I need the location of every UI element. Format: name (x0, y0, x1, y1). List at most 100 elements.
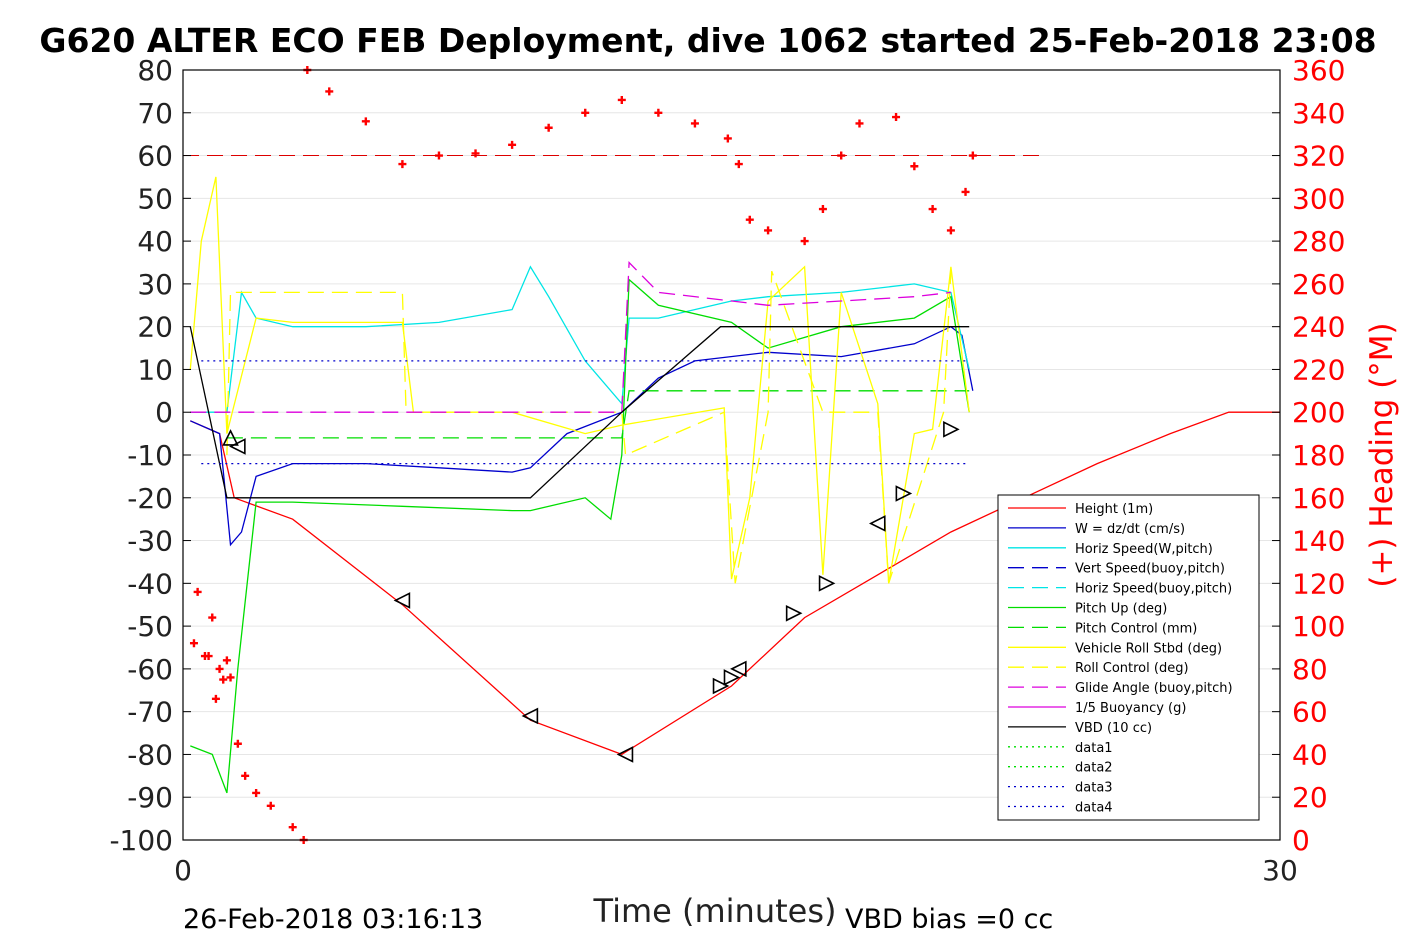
triangle-marker (229, 438, 246, 455)
heading-point (189, 639, 198, 648)
x-axis-label: Time (minutes) (593, 892, 837, 930)
right-tick-label: 40 (1292, 738, 1328, 771)
legend-label: Height (1m) (1075, 502, 1153, 517)
right-tick-label: 260 (1292, 268, 1345, 301)
right-tick-label: 60 (1292, 696, 1328, 729)
right-tick-label: 280 (1292, 225, 1345, 258)
right-tick-label: 120 (1292, 567, 1345, 600)
legend-label: Glide Angle (buoy,pitch) (1075, 681, 1233, 696)
legend-label: data3 (1075, 781, 1113, 796)
right-axis-label: (+) Heading (°M) (1364, 322, 1400, 587)
heading-point (398, 160, 407, 169)
legend-label: Pitch Control (mm) (1075, 621, 1197, 636)
legend: Height (1m) W = dz/dt (cm/s) Horiz Speed(W… (997, 494, 1260, 821)
heading-point (654, 108, 663, 117)
triangle-marker (712, 677, 730, 695)
triangle-marker (943, 421, 960, 438)
heading-markers (183, 66, 1040, 844)
left-tick-label: 70 (137, 97, 173, 130)
left-tick-label: -40 (127, 567, 173, 600)
left-tick-label: -60 (127, 653, 173, 686)
heading-point (204, 652, 213, 661)
legend-label: data1 (1075, 741, 1113, 756)
plot-series (189, 176, 1280, 794)
heading-point (946, 226, 955, 235)
left-tick-label: -30 (127, 525, 173, 558)
right-tick-label: 200 (1292, 396, 1345, 429)
right-tick-label: 100 (1292, 610, 1345, 643)
right-tick-label: 360 (1292, 54, 1345, 87)
triangle-marker (723, 669, 741, 686)
right-axis-ticks: 3603403203002802602402202001801601401201… (1272, 54, 1345, 857)
heading-point (471, 149, 480, 158)
heading-point (208, 613, 217, 622)
right-tick-label: 20 (1292, 781, 1328, 814)
series-line (190, 260, 951, 413)
heading-point (764, 226, 773, 235)
legend-label: W = dz/dt (cm/s) (1075, 522, 1185, 537)
heading-point (928, 205, 937, 214)
footer-timestamp: 26-Feb-2018 03:16:13 (183, 904, 483, 935)
triangle-marker (521, 707, 539, 725)
right-tick-label: 340 (1292, 97, 1345, 130)
legend-label: Horiz Speed(W,pitch) (1075, 542, 1213, 557)
heading-point (961, 187, 970, 196)
right-tick-label: 220 (1292, 353, 1345, 386)
left-tick-label: -20 (127, 482, 173, 515)
heading-point (581, 108, 590, 117)
heading-point (617, 95, 626, 104)
series-line (226, 390, 970, 439)
series-line (189, 326, 970, 499)
left-tick-label: -100 (109, 824, 173, 857)
heading-point (211, 694, 220, 703)
heading-point (233, 739, 242, 748)
series-line (189, 176, 970, 584)
series-line (190, 411, 1280, 756)
legend-label: data4 (1075, 801, 1113, 816)
right-tick-label: 300 (1292, 182, 1345, 215)
right-tick-label: 140 (1292, 525, 1345, 558)
triangle-marker (785, 604, 803, 622)
heading-point (325, 87, 334, 96)
legend-label: VBD (10 cc) (1075, 721, 1152, 736)
heading-point (361, 117, 370, 126)
left-tick-label: 20 (137, 311, 173, 344)
left-tick-label: 10 (137, 353, 173, 386)
left-tick-label: -10 (127, 439, 173, 472)
triangle-marker (222, 429, 239, 446)
triangle-marker (868, 515, 886, 532)
footer-vbd-bias: VBD bias =0 cc (845, 904, 1053, 935)
triangle-markers (222, 421, 960, 763)
series-line (190, 325, 974, 547)
heading-point (288, 823, 297, 832)
legend-label: Horiz Speed(buoy,pitch) (1075, 582, 1232, 597)
left-tick-label: -90 (127, 781, 173, 814)
heading-point (241, 771, 250, 780)
heading-point (690, 119, 699, 128)
right-tick-label: 240 (1292, 311, 1345, 344)
legend-label: Vert Speed(buoy,pitch) (1075, 562, 1225, 577)
heading-point (226, 673, 235, 682)
triangle-marker (393, 592, 411, 609)
triangle-marker (730, 660, 747, 678)
heading-point (544, 123, 553, 132)
heading-point (818, 205, 827, 214)
x-tick-label: 0 (174, 854, 192, 887)
legend-label: Pitch Up (deg) (1075, 602, 1167, 617)
right-tick-label: 80 (1292, 653, 1328, 686)
triangle-marker (818, 575, 836, 592)
left-axis-ticks: 80 70 60 50 40 30 20 10 0 -10 -20 -30 -40 -50 -60 -70 -8… (109, 54, 191, 857)
x-axis-ticks: 0 30 (174, 854, 1298, 887)
heading-point (508, 140, 517, 149)
heading-point (800, 237, 809, 246)
right-tick-label: 160 (1292, 482, 1345, 515)
heading-point (745, 215, 754, 224)
right-tick-label: 320 (1292, 140, 1345, 173)
left-tick-label: 0 (155, 396, 173, 429)
left-tick-label: -70 (127, 696, 173, 729)
heading-point (910, 162, 919, 171)
left-tick-label: 30 (137, 268, 173, 301)
heading-point (222, 656, 231, 665)
left-tick-label: -80 (127, 738, 173, 771)
heading-point (855, 119, 864, 128)
